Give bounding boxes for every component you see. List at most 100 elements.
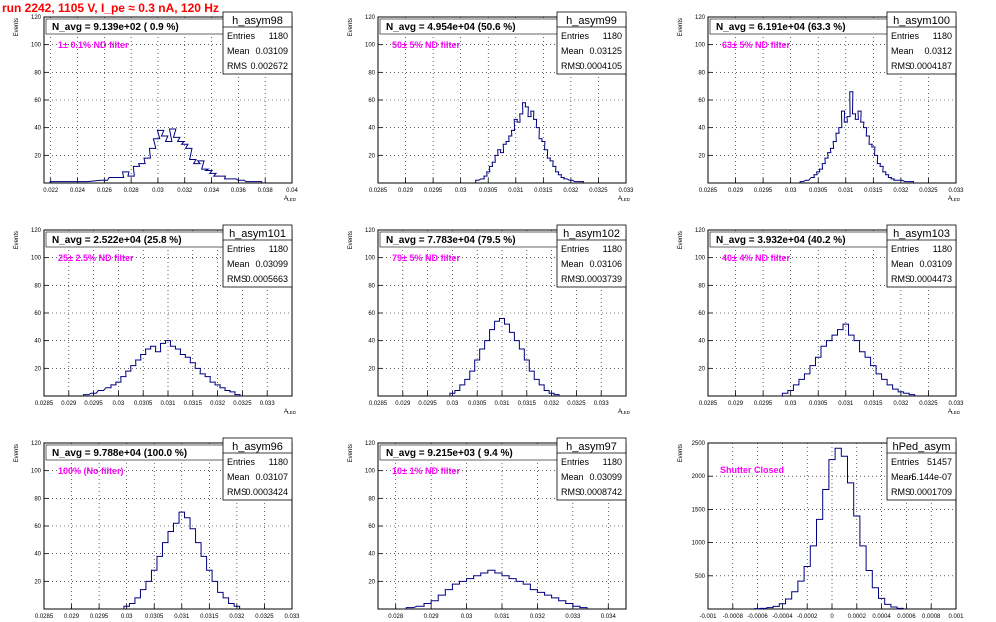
histogram-bin: [866, 570, 872, 609]
histogram-bin: [800, 182, 803, 183]
x-tick-label: 0.032: [563, 188, 579, 194]
stats-value-mean: 0.03106: [589, 259, 622, 269]
x-tick-label: 0.031: [508, 188, 524, 194]
stats-title: h_asym99: [566, 15, 617, 27]
histogram-bin: [503, 144, 506, 183]
histogram-bin: [885, 604, 891, 609]
y-tick-label: 40: [34, 126, 41, 132]
histogram-bin: [431, 601, 438, 609]
filter-annotation: 40± 4% ND filter: [722, 253, 790, 263]
histogram-bin: [561, 177, 564, 183]
stats-key-rms: RMS: [561, 274, 581, 284]
histogram-bin: [534, 119, 537, 183]
y-tick-label: 100: [31, 469, 42, 475]
y-axis-label: Events: [678, 18, 684, 36]
x-tick-label: 0.0305: [809, 188, 828, 194]
y-tick-label: 20: [368, 579, 375, 585]
histogram-bin: [484, 176, 487, 183]
histogram-bin: [514, 119, 517, 183]
histogram-bin: [841, 111, 844, 183]
x-tick-label: 0.032: [229, 614, 245, 620]
histogram-bin: [539, 139, 542, 183]
y-tick-label: 80: [34, 283, 41, 289]
y-tick-label: 60: [368, 311, 375, 317]
histogram-bin: [528, 117, 531, 183]
histogram-panel-h_asym103: 0.0285 0.029 0.0295 0.03 0.0305 0.031 0.0315 0.…: [678, 224, 964, 415]
histogram-bin: [220, 388, 225, 396]
x-tick-label: 0.0315: [534, 188, 553, 194]
histogram-bin: [502, 576, 509, 609]
y-tick-label: 40: [368, 339, 375, 345]
histogram-bin: [474, 576, 481, 609]
histogram-bin: [545, 150, 548, 183]
x-tick-label: 0.0295: [84, 401, 103, 407]
histogram-bin: [830, 148, 833, 183]
x-tick-label: -0.0002: [797, 614, 818, 620]
stats-box: [222, 11, 293, 75]
histogram-bin: [135, 598, 141, 609]
histogram-bin: [520, 114, 523, 183]
x-tick-label: 0.033: [948, 401, 964, 407]
y-tick-label: 40: [368, 126, 375, 132]
histogram-bin: [806, 180, 809, 183]
x-tick-label: 0.032: [210, 401, 226, 407]
histogram-bin: [909, 395, 915, 396]
histogram-bin: [438, 595, 445, 609]
histogram-bin: [519, 349, 524, 396]
y-axis-label: Events: [14, 444, 20, 462]
histogram-bin: [452, 584, 459, 609]
y-tick-label: 100: [365, 469, 376, 475]
x-tick-label: 0.029: [728, 188, 744, 194]
histogram-bin: [500, 153, 503, 183]
x-tick-label: 0.0285: [369, 188, 388, 194]
histogram-bin: [828, 153, 831, 183]
y-tick-label: 80: [698, 283, 705, 289]
stats-title: h_asym101: [229, 228, 286, 240]
y-tick-label: 40: [34, 552, 41, 558]
x-tick-label: 0.031: [160, 401, 176, 407]
x-tick-label: 0.029: [398, 188, 414, 194]
histogram-bin: [536, 128, 539, 183]
histogram-bin: [195, 368, 200, 396]
histogram-bin: [498, 150, 501, 183]
histogram-bin: [863, 128, 866, 183]
y-tick-label: 1500: [692, 507, 706, 513]
run-title: run 2242, 1105 V, I_pe ≈ 0.3 nA, 120 Hz: [2, 1, 219, 15]
histogram-bin: [559, 601, 566, 609]
histogram-panel-h_asym100: 0.0285 0.029 0.0295 0.03 0.0305 0.031 0.0315 0.…: [678, 11, 964, 202]
histogram-bin: [580, 608, 587, 609]
histogram-line: [49, 128, 263, 183]
x-tick-label: 0.0006: [897, 614, 916, 620]
histogram-bin: [50, 182, 56, 183]
y-axis-label: Events: [678, 231, 684, 249]
y-tick-label: 80: [34, 496, 41, 502]
histogram-bin: [877, 164, 880, 183]
histogram-bin: [817, 172, 820, 183]
histogram-bin: [487, 172, 490, 183]
histogram-bin: [146, 349, 151, 396]
y-tick-label: 100: [365, 43, 376, 49]
histogram-bin: [146, 581, 152, 609]
stats-title: h_asym100: [893, 15, 950, 27]
histogram-bin: [162, 543, 168, 609]
stats-title: h_asym102: [563, 228, 620, 240]
stats-key-entries: Entries: [561, 31, 590, 41]
stats-box: [556, 224, 627, 288]
filter-annotation: 50± 5% ND filter: [392, 40, 460, 50]
navg-label: N_avg = 6.191e+04 (63.3 %): [716, 22, 846, 33]
histogram-bin: [98, 390, 103, 396]
x-tick-label: 0.024: [70, 188, 86, 194]
stats-title: h_asym98: [232, 15, 283, 27]
histogram-bin: [179, 512, 185, 609]
histogram-bin: [201, 556, 207, 609]
histogram-panel-h_asym98: 0.022 0.024 0.026 0.028 0.03 0.032 0.034 0.036 0…: [14, 11, 298, 202]
y-axis-label: Events: [678, 444, 684, 462]
histogram-bin: [566, 603, 573, 609]
histogram-bin: [170, 346, 175, 396]
histogram-bin: [495, 573, 502, 609]
stats-key-rms: RMS: [561, 487, 581, 497]
x-tick-label: 0.0325: [255, 614, 274, 620]
x-tick-label: 0.029: [64, 614, 80, 620]
histogram-bin: [860, 352, 866, 396]
stats-key-entries: Entries: [561, 457, 590, 467]
